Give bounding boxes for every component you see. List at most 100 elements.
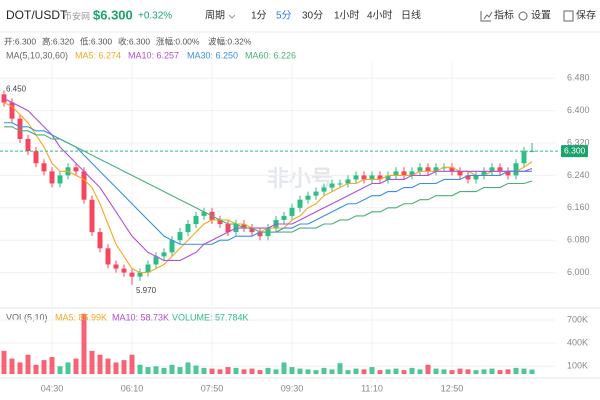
candle-body — [241, 224, 247, 229]
last-price-label: 6.300 — [564, 145, 586, 155]
ma-line — [4, 126, 533, 233]
volume-bar — [121, 360, 127, 374]
candle-body — [257, 232, 263, 237]
legend-entry: MA5: 85.99K — [55, 312, 107, 322]
period-tab[interactable]: 5分 — [276, 10, 292, 22]
volume-bar — [129, 354, 135, 374]
volume-bar — [521, 368, 527, 374]
ma-label: MA(5,10,30,60) — [6, 50, 68, 60]
candle-body — [289, 207, 295, 216]
y-tick-label: 400K — [567, 338, 588, 348]
volume-bar — [225, 367, 231, 374]
volume-bar — [89, 350, 95, 374]
period-tab[interactable]: 1小时 — [334, 10, 360, 22]
symbol: DOT/USDT — [6, 8, 68, 22]
volume-bar — [185, 362, 191, 374]
volume-bar — [441, 369, 447, 374]
legend-entry: VOLUME: 57.784K — [172, 312, 249, 322]
candle-body — [145, 264, 151, 273]
candle-body — [41, 163, 47, 172]
volume-bar — [289, 367, 295, 374]
volume-bar — [281, 362, 287, 374]
x-tick-label: 04:30 — [41, 383, 64, 393]
volume-bar — [329, 369, 335, 374]
candle-body — [177, 232, 183, 241]
volume-bar — [25, 354, 31, 374]
volume-bar — [377, 370, 383, 374]
y-tick-label: 6.160 — [567, 202, 590, 212]
exchange: 币安网 — [63, 10, 90, 21]
ohlc-info: 波幅:0.32% — [208, 36, 252, 46]
ma-line — [3, 97, 533, 261]
volume-bar — [273, 369, 279, 374]
period-tab[interactable]: 4小时 — [367, 10, 393, 22]
y-tick-label: 700K — [567, 314, 588, 324]
candle-body — [497, 167, 503, 172]
volume-bar — [529, 369, 535, 374]
volume-bar — [457, 368, 463, 374]
tool-button[interactable]: 设置 — [531, 10, 551, 22]
period-menu[interactable]: 周期 — [205, 10, 225, 22]
candle-body — [281, 215, 287, 220]
legend-entry: MA5: 6.274 — [75, 50, 121, 60]
volume-bar — [425, 364, 431, 374]
toolbar — [480, 10, 574, 22]
tool-button[interactable]: 指标 — [494, 9, 514, 22]
volume-bar — [337, 363, 343, 374]
candle-body — [329, 183, 335, 188]
volume-bar — [201, 367, 207, 374]
candle-body — [169, 240, 175, 253]
candle-body — [193, 215, 199, 224]
volume-bar — [81, 313, 87, 374]
vol-label: VOL(5,10) — [6, 312, 48, 322]
volume-bar — [97, 354, 103, 374]
legend-entry: MA10: 58.73K — [112, 312, 169, 322]
volume-bar — [33, 364, 39, 374]
volume-bar — [481, 369, 487, 374]
volume-bar — [449, 370, 455, 374]
volume-bar — [1, 350, 7, 374]
period-tab[interactable]: 1分 — [251, 10, 267, 22]
y-tick-label: 6.000 — [567, 267, 590, 277]
period-tab[interactable]: 30分 — [302, 10, 323, 22]
candle-body — [217, 219, 223, 224]
candle-body — [353, 175, 359, 180]
candle-body — [473, 175, 479, 180]
indicator-icon — [480, 11, 493, 22]
candle-body — [57, 175, 63, 184]
volume-bar — [41, 360, 47, 374]
volume-bar — [249, 368, 255, 374]
candle-body — [385, 175, 391, 180]
volume-bar — [353, 368, 359, 374]
volume-bar — [153, 366, 159, 374]
candle-body — [433, 167, 439, 172]
tool-button[interactable]: 保存 — [576, 9, 596, 22]
volume-bar — [361, 369, 367, 374]
volume-bar — [105, 358, 111, 374]
candle-body — [513, 163, 519, 176]
y-tick-label: 6.240 — [567, 170, 590, 180]
candle-body — [465, 175, 471, 180]
volume-bar — [233, 367, 239, 374]
candle-body — [25, 138, 31, 152]
candle-body — [409, 171, 415, 176]
x-tick-label: 12:50 — [441, 383, 464, 393]
candle-body — [305, 195, 311, 200]
volume-bar — [433, 368, 439, 374]
x-tick-label: 09:30 — [281, 383, 304, 393]
candle-body — [377, 175, 383, 180]
legend-entry: MA60: 6.226 — [245, 50, 296, 60]
volume-bar — [409, 367, 415, 374]
volume-bar — [49, 357, 55, 374]
period-tab[interactable]: 日线 — [401, 9, 421, 22]
volume-bar — [505, 369, 511, 374]
volume-bar — [489, 368, 495, 374]
dropdown-icon — [228, 14, 236, 19]
volume-bar — [385, 369, 391, 374]
volume-bar — [473, 370, 479, 374]
volume-bar — [513, 367, 519, 374]
volume-bar — [209, 368, 215, 374]
candle-body — [505, 171, 511, 176]
low-marker: 5.970 — [136, 286, 157, 295]
candle-body — [185, 224, 191, 233]
